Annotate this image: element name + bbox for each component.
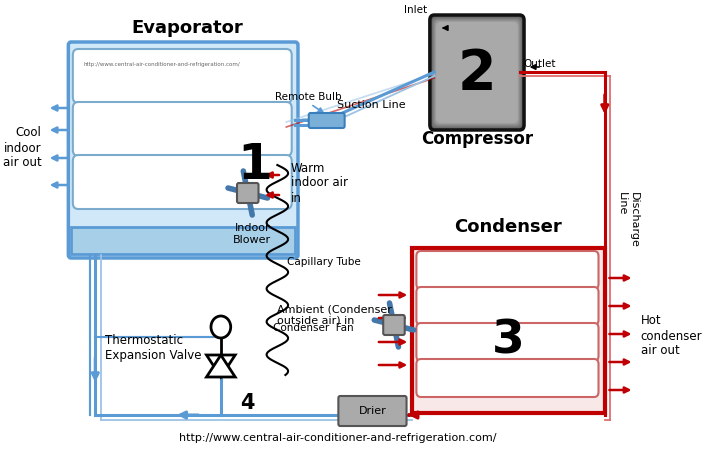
Text: Hot
condenser
air out: Hot condenser air out (641, 315, 703, 357)
FancyBboxPatch shape (383, 315, 405, 335)
Polygon shape (206, 355, 235, 377)
FancyBboxPatch shape (432, 18, 522, 127)
FancyBboxPatch shape (416, 359, 598, 397)
FancyBboxPatch shape (412, 248, 605, 413)
Text: Evaporator: Evaporator (132, 19, 244, 37)
FancyBboxPatch shape (71, 227, 295, 254)
Text: Remote Bulb: Remote Bulb (275, 92, 342, 102)
FancyBboxPatch shape (431, 16, 523, 129)
Text: Indoor
Blower: Indoor Blower (233, 223, 271, 245)
Text: Suction Line: Suction Line (337, 100, 406, 110)
FancyBboxPatch shape (432, 17, 522, 128)
Text: 4: 4 (241, 393, 255, 413)
FancyBboxPatch shape (339, 396, 406, 426)
FancyBboxPatch shape (416, 323, 598, 361)
FancyBboxPatch shape (434, 19, 520, 126)
Circle shape (211, 316, 231, 338)
Text: Inlet: Inlet (404, 5, 427, 15)
Text: 2: 2 (458, 48, 496, 102)
Text: Drier: Drier (358, 406, 386, 416)
FancyBboxPatch shape (68, 42, 298, 258)
Text: http://www.central-air-conditioner-and-refrigeration.com/: http://www.central-air-conditioner-and-r… (179, 433, 496, 443)
FancyBboxPatch shape (73, 155, 291, 209)
Text: Condenser: Condenser (455, 218, 562, 236)
Text: Ambient (Condenser
outside air) in: Ambient (Condenser outside air) in (277, 304, 392, 326)
FancyBboxPatch shape (73, 102, 291, 156)
FancyBboxPatch shape (416, 287, 598, 325)
FancyBboxPatch shape (309, 113, 345, 128)
Text: Condenser  Fan: Condenser Fan (273, 323, 353, 333)
Text: Warm
indoor air
in: Warm indoor air in (291, 162, 348, 204)
Text: Outlet: Outlet (523, 59, 555, 69)
Text: Thermostatic
Expansion Valve: Thermostatic Expansion Valve (105, 334, 201, 362)
FancyBboxPatch shape (430, 15, 524, 130)
Text: http://www.central-air-conditioner-and-refrigeration.com/: http://www.central-air-conditioner-and-r… (84, 62, 240, 67)
Text: 1: 1 (237, 141, 272, 189)
Text: Capillary Tube: Capillary Tube (287, 257, 361, 267)
Text: Compressor: Compressor (421, 130, 533, 148)
FancyBboxPatch shape (434, 20, 520, 125)
FancyBboxPatch shape (436, 22, 517, 123)
Polygon shape (206, 355, 235, 377)
FancyBboxPatch shape (416, 251, 598, 289)
Text: 3: 3 (492, 318, 524, 363)
FancyBboxPatch shape (435, 21, 519, 124)
FancyBboxPatch shape (73, 49, 291, 103)
Text: Cool
indoor
air out: Cool indoor air out (3, 126, 42, 170)
Text: Discharge
Line: Discharge Line (617, 192, 639, 248)
FancyBboxPatch shape (237, 183, 258, 203)
